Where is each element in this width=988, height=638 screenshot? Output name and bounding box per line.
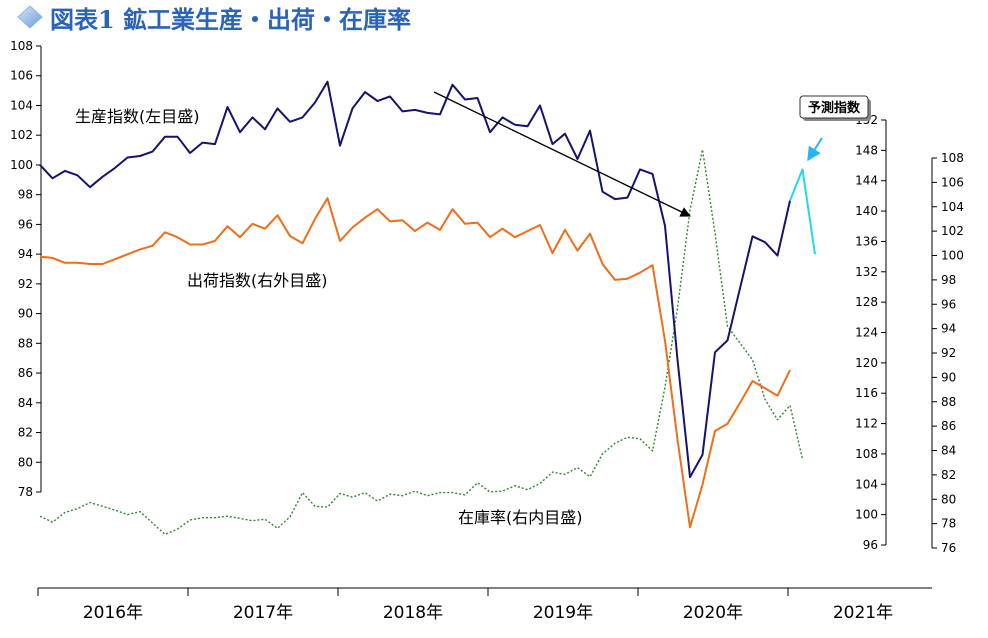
right_outer-tick-label: 76: [941, 541, 956, 555]
right_inner-tick-label: 132: [855, 265, 878, 279]
left-tick-label: 92: [18, 277, 33, 291]
title-diamond-icon: [17, 5, 43, 29]
left-tick-label: 82: [18, 426, 33, 440]
right_inner-tick-label: 100: [855, 508, 878, 522]
forecast-arrow: [807, 137, 823, 162]
x-axis-year-label: 2019年: [533, 603, 593, 623]
right_outer-tick-label: 90: [941, 370, 956, 384]
shipment-label: 出荷指数(右外目盛): [187, 271, 328, 290]
left-tick-label: 90: [18, 307, 33, 321]
left-tick-label: 88: [18, 336, 33, 350]
right_inner-tick-label: 112: [855, 417, 878, 431]
right_inner-tick-label: 144: [855, 174, 878, 188]
x-axis-year-label: 2017年: [233, 603, 293, 623]
right_outer-tick-label: 94: [941, 322, 956, 336]
right_outer-tick-label: 98: [941, 273, 956, 287]
production-label: 生産指数(左目盛): [75, 107, 200, 126]
right_outer-tick-label: 104: [941, 200, 964, 214]
left-tick-label: 100: [10, 158, 33, 172]
right_inner-tick-label: 116: [855, 386, 878, 400]
left-tick-label: 94: [18, 247, 33, 261]
right_outer-tick-label: 102: [941, 224, 964, 238]
trend-arrow: [433, 91, 691, 217]
left-tick-label: 86: [18, 366, 33, 380]
right_outer-tick-label: 108: [941, 151, 964, 165]
right_inner-tick-label: 148: [855, 143, 878, 157]
inventory-label: 在庫率(右内目盛): [458, 508, 583, 527]
chart-title: 図表1 鉱工業生産・出荷・在庫率: [17, 4, 412, 35]
right_outer-tick-label: 100: [941, 249, 964, 263]
right_outer-tick-label: 88: [941, 395, 956, 409]
left-tick-label: 102: [10, 128, 33, 142]
shipment-series-line: [39, 197, 791, 529]
right_inner-tick-label: 128: [855, 295, 878, 309]
right_outer-tick-label: 78: [941, 517, 956, 531]
left-tick-label: 108: [10, 39, 33, 53]
right_outer-tick-label: 86: [941, 419, 956, 433]
series-layer: [39, 80, 816, 536]
axes: 78 80 82 84 86 88 90 92 94 96 98 100 102 104 106 108 76 7…: [10, 39, 964, 623]
right_outer-tick-label: 80: [941, 492, 956, 506]
right_outer-tick-label: 96: [941, 297, 956, 311]
right_inner-tick-label: 96: [863, 538, 878, 552]
inventory-series-line: [39, 148, 804, 536]
right_inner-tick-label: 140: [855, 204, 878, 218]
forecast-label: 予測指数: [808, 100, 861, 116]
production-series-line: [39, 80, 791, 479]
right_inner-tick-label: 120: [855, 356, 878, 370]
right_inner-tick-label: 104: [855, 477, 878, 491]
left-tick-label: 80: [18, 455, 33, 469]
left-tick-label: 84: [18, 396, 33, 410]
left-tick-label: 98: [18, 188, 33, 202]
forecast-series-line: [789, 168, 816, 255]
right_inner-tick-label: 108: [855, 447, 878, 461]
right_inner-tick-label: 136: [855, 234, 878, 248]
forecast-label-box: 予測指数: [799, 95, 871, 121]
x-axis-year-label: 2018年: [383, 603, 443, 623]
left-tick-label: 78: [18, 485, 33, 499]
right_inner-tick-label: 124: [855, 326, 878, 340]
right_outer-tick-label: 82: [941, 468, 956, 482]
x-axis-year-label: 2021年: [833, 603, 893, 623]
x-axis-year-label: 2016年: [83, 603, 143, 623]
left-tick-label: 96: [18, 217, 33, 231]
x-axis-year-label: 2020年: [683, 603, 743, 623]
title-text: 図表1 鉱工業生産・出荷・在庫率: [50, 5, 411, 34]
right_outer-tick-label: 106: [941, 175, 964, 189]
left-tick-label: 104: [10, 98, 33, 112]
right_outer-tick-label: 84: [941, 444, 956, 458]
right_outer-tick-label: 92: [941, 346, 956, 360]
left-tick-label: 106: [10, 69, 33, 83]
